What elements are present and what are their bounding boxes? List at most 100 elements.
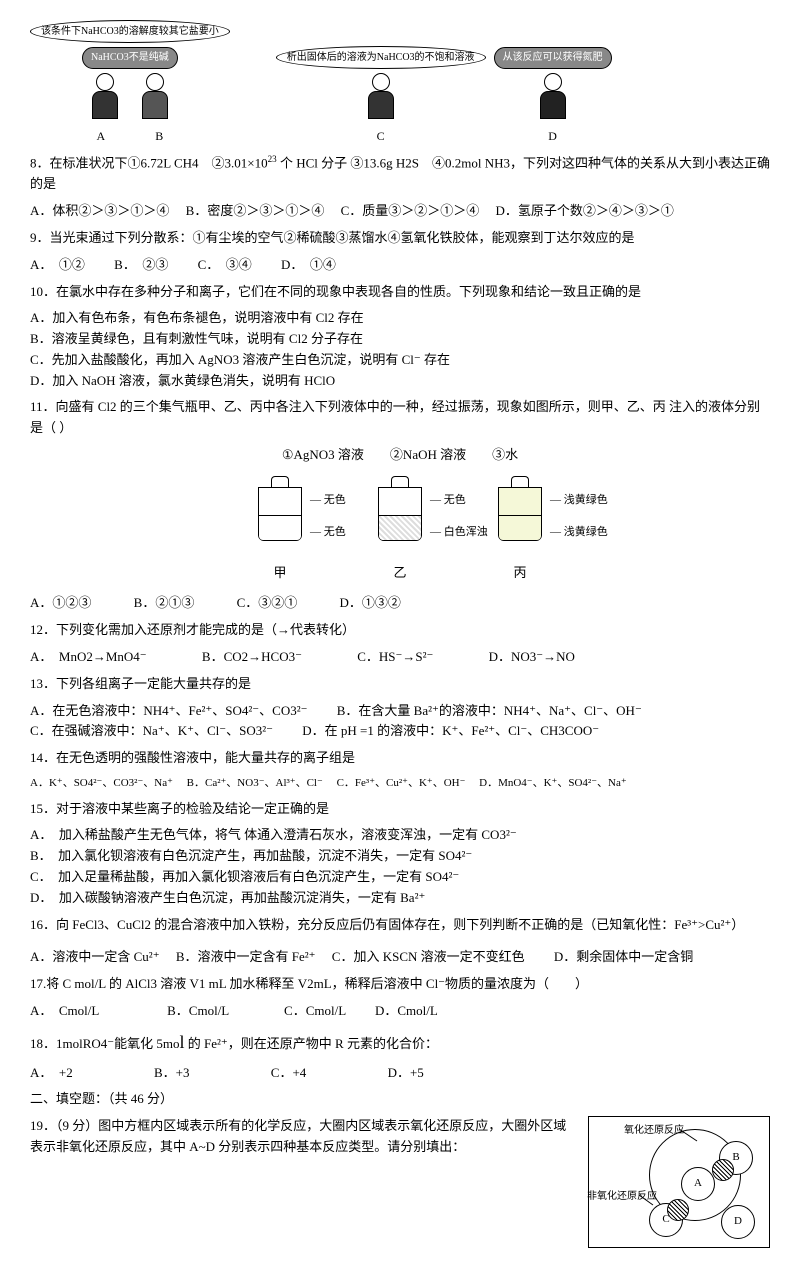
q17-d: D．Cmol/L xyxy=(375,1003,438,1018)
q10-d: D．加入 NaOH 溶液，氯水黄绿色消失，说明有 HClO xyxy=(30,371,770,392)
q8-b: B．密度②＞③＞①＞④ xyxy=(186,203,325,218)
q17-a: A． Cmol/L xyxy=(30,1003,99,1018)
question-18: 18．1molRO4⁻能氧化 5mol 的 Fe²⁺，则在还原产物中 R 元素的… xyxy=(30,1028,770,1057)
q13-c: C．在强碱溶液中：Na⁺、K⁺、Cl⁻、SO3²⁻ xyxy=(30,723,273,738)
q10-a: A．加入有色布条，有色布条褪色，说明溶液中有 Cl2 存在 xyxy=(30,308,770,329)
q16-options: A．溶液中一定含 Cu²⁺ B．溶液中一定含有 Fe²⁺ C．加入 KSCN 溶… xyxy=(30,947,770,968)
figure-group-c: 析出固体后的溶液为NaHCO3的不饱和溶液 C xyxy=(276,46,486,146)
q12-c: C．HS⁻→S²⁻ xyxy=(357,649,433,664)
q14-c: C．Fe³⁺、Cu²⁺、K⁺、OH⁻ xyxy=(337,777,466,789)
q8-d: D．氢原子个数②＞④＞③＞① xyxy=(496,203,674,218)
question-8: 8．在标准状况下①6.72L CH4 ②3.01×1023 个 HCl 分子 ③… xyxy=(30,152,770,195)
q13-a: A．在无色溶液中：NH4⁺、Fe²⁺、SO4²⁻、CO3²⁻ xyxy=(30,703,307,718)
label-c: C xyxy=(377,129,385,143)
question-9-stem: 9．当光束通过下列分散系：①有尘埃的空气②稀硫酸③蒸馏水④氢氧化铁胶体，能观察到… xyxy=(30,228,770,249)
label-d: D xyxy=(548,129,557,143)
q9-c: C． ③④ xyxy=(198,257,252,272)
b1-top: 无色 xyxy=(324,494,346,506)
section-2-title: 二、填空题：（共 46 分） xyxy=(30,1089,770,1110)
bottle-3: — 浅黄绿色 — 浅黄绿色 丙 xyxy=(490,476,550,584)
bubble-a: 该条件下NaHCO3的溶解度较其它盐要小 xyxy=(30,20,230,43)
q8-options: A．体积②＞③＞①＞④ B．密度②＞③＞①＞④ C．质量③＞②＞①＞④ D．氢原… xyxy=(30,201,770,222)
q10-b: B．溶液呈黄绿色，且有刺激性气味，说明有 Cl2 分子存在 xyxy=(30,329,770,350)
q14-a: A．K⁺、SO4²⁻、CO3²⁻、Na⁺ xyxy=(30,777,173,789)
question-17-stem: 17.将 C mol/L 的 AlCl3 溶液 V1 mL 加水稀释至 V2mL… xyxy=(30,974,770,995)
q12-options: A． MnO2→MnO4⁻ B．CO2→HCO3⁻ C．HS⁻→S²⁻ D．NO… xyxy=(30,647,770,668)
figure-top: 该条件下NaHCO3的溶解度较其它盐要小 NaHCO3不是纯碱 A B 析出固体… xyxy=(30,20,770,146)
b3-name: 丙 xyxy=(490,563,550,584)
label-b: B xyxy=(155,127,163,146)
question-11-stem: 11．向盛有 Cl2 的三个集气瓶甲、乙、丙中各注入下列液体中的一种，经过振荡，… xyxy=(30,397,770,439)
q17-options: A． Cmol/L B．Cmol/L C．Cmol/L D．Cmol/L xyxy=(30,1001,770,1022)
b2-bot: 白色浑浊 xyxy=(444,526,488,538)
q11-a: A．①②③ xyxy=(30,595,91,610)
badge-a: NaHCO3不是纯碱 xyxy=(82,47,178,69)
q18-options: A． +2 B．+3 C．+4 D．+5 xyxy=(30,1063,770,1084)
q12-a: A． MnO2→MnO4⁻ xyxy=(30,649,147,664)
q18-stem-b: 的 Fe²⁺，则在还原产物中 R 元素的化合价： xyxy=(185,1036,438,1051)
question-12-stem: 12．下列变化需加入还原剂才能完成的是（→代表转化） xyxy=(30,620,770,641)
venn-diagram: 氧化还原反应 非氧化还原反应 A B C D xyxy=(588,1116,770,1248)
q16-b: B．溶液中一定含有 Fe²⁺ xyxy=(176,949,316,964)
q17-c: C．Cmol/L xyxy=(284,1003,346,1018)
bottle-1: — 无色 — 无色 甲 xyxy=(250,476,310,584)
label-a: A xyxy=(97,127,106,146)
q13-b: B．在含大量 Ba²⁺的溶液中：NH4⁺、Na⁺、Cl⁻、OH⁻ xyxy=(337,703,642,718)
q18-b: B．+3 xyxy=(154,1065,190,1080)
question-15-stem: 15．对于溶液中某些离子的检验及结论一定正确的是 xyxy=(30,799,770,820)
q8-stem-a: 8．在标准状况下①6.72L CH4 ②3.01×10 xyxy=(30,156,268,171)
q11-b: B．②①③ xyxy=(134,595,195,610)
q16-c: C．加入 KSCN 溶液一定不变红色 xyxy=(332,949,525,964)
bottle-row: — 无色 — 无色 甲 — 无色 — 白色浑浊 乙 — 浅黄绿色 — 浅黄绿色 … xyxy=(30,476,770,584)
q13-row1: A．在无色溶液中：NH4⁺、Fe²⁺、SO4²⁻、CO3²⁻ B．在含大量 Ba… xyxy=(30,701,770,722)
person-c xyxy=(361,73,401,123)
b1-name: 甲 xyxy=(250,563,310,584)
figure-group-d: 从该反应可以获得氮肥 D xyxy=(494,47,612,146)
q8-sup: 23 xyxy=(268,154,277,164)
person-b xyxy=(135,73,175,123)
b2-name: 乙 xyxy=(370,563,430,584)
person-d xyxy=(533,73,573,123)
venn-arrow-icon xyxy=(589,1117,769,1247)
q15-a: A． 加入稀盐酸产生无色气体，将气 体通入澄清石灰水，溶液变浑浊，一定有 CO3… xyxy=(30,825,770,846)
q9-options: A． ①② B． ②③ C． ③④ D． ①④ xyxy=(30,255,770,276)
q9-a: A． ①② xyxy=(30,257,85,272)
q16-d: D．剩余固体中一定含铜 xyxy=(554,949,693,964)
b2-top: 无色 xyxy=(444,494,466,506)
q18-a: A． +2 xyxy=(30,1065,73,1080)
question-13-stem: 13．下列各组离子一定能大量共存的是 xyxy=(30,674,770,695)
q8-c: C．质量③＞②＞①＞④ xyxy=(341,203,480,218)
q10-c: C．先加入盐酸酸化，再加入 AgNO3 溶液产生白色沉淀，说明有 Cl⁻ 存在 xyxy=(30,350,770,371)
q15-d: D． 加入碳酸钠溶液产生白色沉淀，再加盐酸沉淀消失，一定有 Ba²⁺ xyxy=(30,888,770,909)
figure-group-a: 该条件下NaHCO3的溶解度较其它盐要小 NaHCO3不是纯碱 A B xyxy=(30,20,230,146)
q18-stem-a: 18．1molRO4⁻能氧化 5mo xyxy=(30,1036,180,1051)
question-19: 氧化还原反应 非氧化还原反应 A B C D 19．（9 分）图中方框内区域表示… xyxy=(30,1116,770,1248)
q9-d: D． ①④ xyxy=(281,257,336,272)
q14-options: A．K⁺、SO4²⁻、CO3²⁻、Na⁺ B．Ca²⁺、NO3⁻、Al³⁺、Cl… xyxy=(30,775,770,793)
badge-d: 从该反应可以获得氮肥 xyxy=(494,47,612,69)
q12-d: D．NO3⁻→NO xyxy=(489,649,575,664)
q15-c: C． 加入足量稀盐酸，再加入氯化钡溶液后有白色沉淀产生，一定有 SO4²⁻ xyxy=(30,867,770,888)
person-a xyxy=(85,73,125,123)
b3-top: 浅黄绿色 xyxy=(564,494,608,506)
q17-b: B．Cmol/L xyxy=(167,1003,229,1018)
b3-bot: 浅黄绿色 xyxy=(564,526,608,538)
q14-b: B．Ca²⁺、NO3⁻、Al³⁺、Cl⁻ xyxy=(187,777,323,789)
q14-d: D．MnO4⁻、K⁺、SO4²⁻、Na⁺ xyxy=(479,777,627,789)
q15-b: B． 加入氯化钡溶液有白色沉淀产生，再加盐酸，沉淀不消失，一定有 SO4²⁻ xyxy=(30,846,770,867)
bottle-2: — 无色 — 白色浑浊 乙 xyxy=(370,476,430,584)
question-10-stem: 10．在氯水中存在多种分子和离子，它们在不同的现象中表现各自的性质。下列现象和结… xyxy=(30,282,770,303)
q8-a: A．体积②＞③＞①＞④ xyxy=(30,203,169,218)
q16-a: A．溶液中一定含 Cu²⁺ xyxy=(30,949,160,964)
q13-d: D．在 pH =1 的溶液中：K⁺、Fe²⁺、Cl⁻、CH3COO⁻ xyxy=(302,723,599,738)
question-14-stem: 14．在无色透明的强酸性溶液中，能大量共存的离子组是 xyxy=(30,748,770,769)
q12-b: B．CO2→HCO3⁻ xyxy=(202,649,302,664)
q13-row2: C．在强碱溶液中：Na⁺、K⁺、Cl⁻、SO3²⁻ D．在 pH =1 的溶液中… xyxy=(30,721,770,742)
q11-d: D．①③② xyxy=(340,595,401,610)
bubble-c: 析出固体后的溶液为NaHCO3的不饱和溶液 xyxy=(276,46,486,69)
question-16-stem: 16．向 FeCl3、CuCl2 的混合溶液中加入铁粉，充分反应后仍有固体存在，… xyxy=(30,915,770,936)
q11-c: C．③②① xyxy=(237,595,298,610)
q11-header: ①AgNO3 溶液 ②NaOH 溶液 ③水 xyxy=(30,445,770,466)
q18-c: C．+4 xyxy=(271,1065,307,1080)
q11-options: A．①②③ B．②①③ C．③②① D．①③② xyxy=(30,593,770,614)
